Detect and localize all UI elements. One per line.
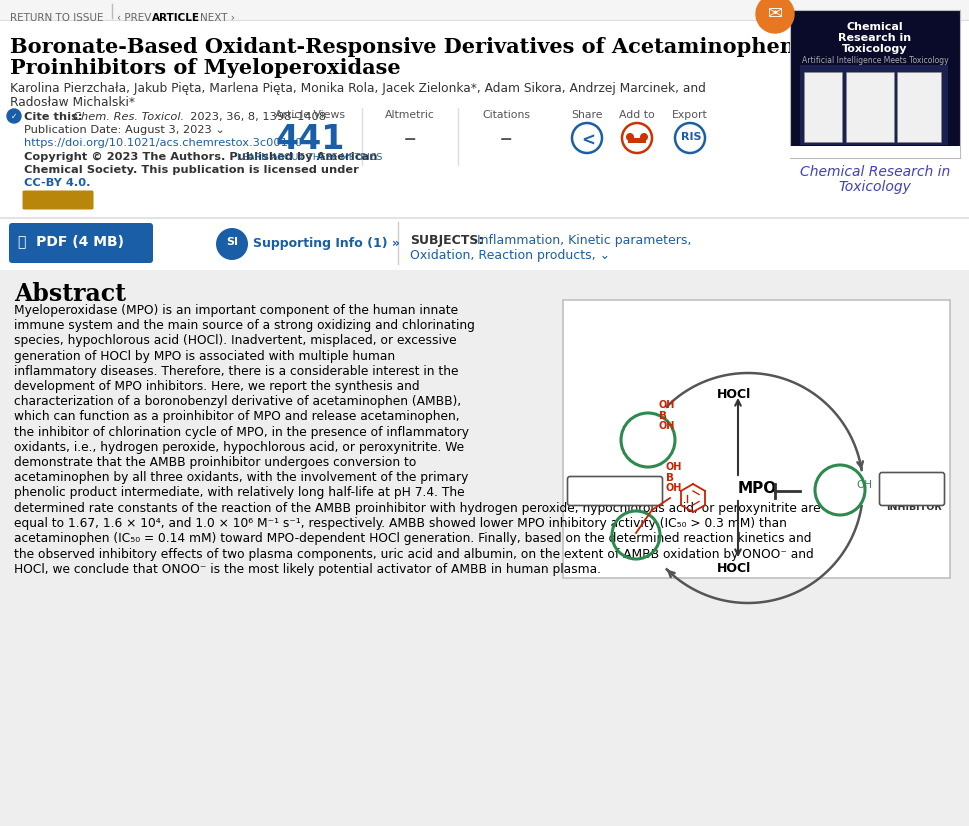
- Text: ARTICLE: ARTICLE: [152, 13, 200, 23]
- Text: Abstract: Abstract: [14, 282, 126, 306]
- Text: Add to: Add to: [618, 110, 654, 120]
- Text: RETURN TO ISSUE: RETURN TO ISSUE: [10, 13, 104, 23]
- Text: SUBJECTS:: SUBJECTS:: [410, 234, 483, 247]
- Text: phenolic product intermediate, with relatively long half-life at pH 7.4. The: phenolic product intermediate, with rela…: [14, 487, 464, 500]
- Text: Karolina Pierzchała, Jakub Pięta, Marlena Pięta, Monika Rola, Jacek Zielonka*, A: Karolina Pierzchała, Jakub Pięta, Marlen…: [10, 82, 705, 95]
- Bar: [562, 300, 949, 578]
- Text: immune system and the main source of a strong oxidizing and chlorinating: immune system and the main source of a s…: [14, 319, 475, 332]
- Text: Toxicology: Toxicology: [841, 44, 907, 54]
- Text: LEARN ABOUT THESE METRICS: LEARN ABOUT THESE METRICS: [237, 153, 383, 162]
- FancyBboxPatch shape: [879, 472, 944, 506]
- Text: Open Access: Open Access: [27, 196, 101, 206]
- Text: Article Views: Article Views: [275, 110, 345, 120]
- Text: –: –: [499, 127, 512, 151]
- Bar: [627, 138, 645, 143]
- Text: Chemical Society. This publication is licensed under: Chemical Society. This publication is li…: [24, 165, 359, 175]
- Bar: [0, 0, 969, 20]
- Text: Supporting Info (1) »: Supporting Info (1) »: [253, 237, 399, 250]
- Text: Chemical Research in: Chemical Research in: [799, 165, 950, 179]
- Text: Citations: Citations: [482, 110, 529, 120]
- Text: 📄  PDF (4 MB): 📄 PDF (4 MB): [18, 234, 124, 248]
- Text: Radosław Michalski*: Radosław Michalski*: [10, 96, 135, 109]
- Text: inflammatory diseases. Therefore, there is a considerable interest in the: inflammatory diseases. Therefore, there …: [14, 365, 458, 377]
- Text: Copyright © 2023 The Authors. Published by American: Copyright © 2023 The Authors. Published …: [24, 152, 377, 162]
- Text: Boronate-Based Oxidant-Responsive Derivatives of Acetaminophen as: Boronate-Based Oxidant-Responsive Deriva…: [10, 37, 827, 57]
- Text: ACTIVE: ACTIVE: [885, 491, 923, 500]
- Text: Inflammation, Kinetic parameters,: Inflammation, Kinetic parameters,: [473, 234, 691, 247]
- Text: OH: OH: [666, 462, 681, 472]
- Text: <: <: [580, 132, 594, 150]
- Bar: [803, 72, 841, 142]
- Text: 2023, 36, 8, 1398–1408: 2023, 36, 8, 1398–1408: [183, 112, 326, 122]
- Bar: [896, 72, 940, 142]
- Text: species, hypochlorous acid (HOCl). Inadvertent, misplaced, or excessive: species, hypochlorous acid (HOCl). Inadv…: [14, 335, 456, 348]
- Text: Proinhibitors of Myeloperoxidase: Proinhibitors of Myeloperoxidase: [10, 58, 400, 78]
- Text: equal to 1.67, 1.6 × 10⁴, and 1.0 × 10⁶ M⁻¹ s⁻¹, respectively. AMBB showed lower: equal to 1.67, 1.6 × 10⁴, and 1.0 × 10⁶ …: [14, 517, 786, 530]
- Circle shape: [625, 133, 634, 141]
- Circle shape: [7, 109, 21, 123]
- Text: determined rate constants of the reaction of the AMBB proinhibitor with hydrogen: determined rate constants of the reactio…: [14, 502, 820, 515]
- Text: NEXT ›: NEXT ›: [200, 13, 234, 23]
- Text: 441: 441: [275, 123, 344, 156]
- Text: Chem. Res. Toxicol.: Chem. Res. Toxicol.: [73, 112, 184, 122]
- Text: which can function as a proinhibitor of MPO and release acetaminophen,: which can function as a proinhibitor of …: [14, 411, 459, 424]
- Text: B: B: [658, 411, 667, 421]
- Text: demonstrate that the AMBB proinhibitor undergoes conversion to: demonstrate that the AMBB proinhibitor u…: [14, 456, 416, 469]
- Text: INHIBITOR: INHIBITOR: [885, 503, 941, 512]
- FancyBboxPatch shape: [9, 223, 153, 263]
- Text: Myeloperoxidase (MPO) is an important component of the human innate: Myeloperoxidase (MPO) is an important co…: [14, 304, 457, 317]
- Bar: [789, 146, 959, 158]
- Bar: [0, 270, 969, 826]
- Text: –: –: [403, 127, 416, 151]
- Text: Export: Export: [672, 110, 707, 120]
- Text: Altmetric: Altmetric: [385, 110, 434, 120]
- Text: acetaminophen (IC₅₀ = 0.14 mM) toward MPO-dependent HOCl generation. Finally, ba: acetaminophen (IC₅₀ = 0.14 mM) toward MP…: [14, 533, 811, 545]
- Text: the inhibitor of chlorination cycle of MPO, in the presence of inflammatory: the inhibitor of chlorination cycle of M…: [14, 425, 469, 439]
- Text: Share: Share: [571, 110, 602, 120]
- Circle shape: [216, 228, 248, 260]
- Text: ✓: ✓: [11, 112, 17, 121]
- Text: Artificial Intelligence Meets Toxicology: Artificial Intelligence Meets Toxicology: [800, 56, 948, 65]
- Text: characterization of a boronobenzyl derivative of acetaminophen (AMBB),: characterization of a boronobenzyl deriv…: [14, 395, 461, 408]
- Bar: [845, 72, 893, 142]
- Text: Oxidation, Reaction products, ⌄: Oxidation, Reaction products, ⌄: [410, 249, 610, 262]
- Text: ✉: ✉: [767, 5, 782, 23]
- Text: HOCl: HOCl: [716, 388, 750, 401]
- Bar: [799, 65, 947, 145]
- Text: acetaminophen by all three oxidants, with the involvement of the primary: acetaminophen by all three oxidants, wit…: [14, 471, 468, 484]
- Text: oxidants, i.e., hydrogen peroxide, hypochlorous acid, or peroxynitrite. We: oxidants, i.e., hydrogen peroxide, hypoc…: [14, 441, 463, 453]
- FancyBboxPatch shape: [567, 477, 662, 506]
- Text: Research in: Research in: [837, 33, 911, 43]
- Text: development of MPO inhibitors. Here, we report the synthesis and: development of MPO inhibitors. Here, we …: [14, 380, 420, 393]
- Text: Cite this:: Cite this:: [24, 112, 86, 122]
- Circle shape: [640, 133, 647, 141]
- Text: PROINHIBITORS: PROINHIBITORS: [573, 494, 657, 503]
- Text: Chemical: Chemical: [846, 22, 902, 32]
- FancyBboxPatch shape: [22, 191, 93, 210]
- Text: generation of HOCl by MPO is associated with multiple human: generation of HOCl by MPO is associated …: [14, 349, 394, 363]
- Text: ‹ PREV: ‹ PREV: [117, 13, 151, 23]
- Text: https://doi.org/10.1021/acs.chemrestox.3c00140: https://doi.org/10.1021/acs.chemrestox.3…: [24, 138, 302, 148]
- Text: SI: SI: [226, 237, 237, 247]
- Text: OH: OH: [855, 480, 871, 490]
- Text: OH: OH: [658, 400, 674, 410]
- Text: OH: OH: [666, 483, 681, 493]
- Text: OH: OH: [658, 421, 674, 431]
- Text: Publication Date: August 3, 2023 ⌄: Publication Date: August 3, 2023 ⌄: [24, 125, 225, 135]
- Bar: [789, 10, 959, 158]
- Text: B: B: [666, 473, 673, 483]
- Text: CC-BY 4.0.: CC-BY 4.0.: [24, 178, 90, 188]
- Text: MPO: MPO: [737, 481, 776, 496]
- Text: HOCl: HOCl: [716, 562, 750, 575]
- Text: the observed inhibitory effects of two plasma components, uric acid and albumin,: the observed inhibitory effects of two p…: [14, 548, 813, 561]
- Circle shape: [755, 0, 794, 33]
- Text: RIS: RIS: [680, 132, 701, 142]
- Text: Toxicology: Toxicology: [837, 180, 911, 194]
- Text: HOCl, we conclude that ONOO⁻ is the most likely potential activator of AMBB in h: HOCl, we conclude that ONOO⁻ is the most…: [14, 563, 601, 576]
